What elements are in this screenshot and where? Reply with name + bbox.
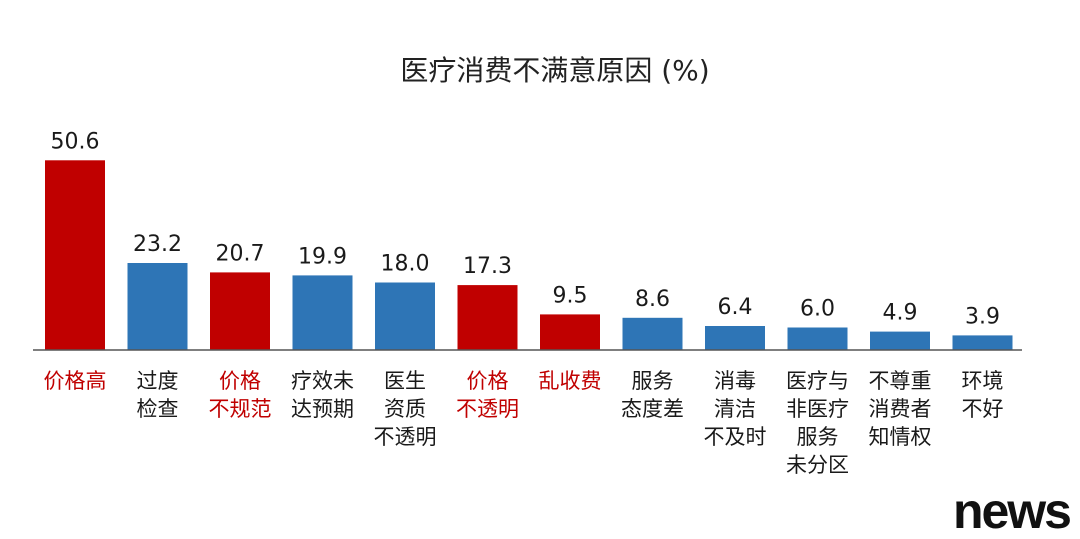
category-label-9-line-2: 服务 (797, 425, 839, 449)
bar-8 (705, 326, 765, 350)
bar-11 (952, 335, 1013, 350)
bar-9 (787, 327, 848, 350)
category-label-7-line-0: 服务 (632, 369, 674, 393)
category-label-8-line-2: 不及时 (704, 425, 767, 449)
category-label-10-line-2: 知情权 (869, 425, 932, 449)
value-label-10: 4.9 (883, 301, 918, 326)
bar-0 (45, 160, 105, 351)
value-label-8: 6.4 (718, 295, 753, 320)
category-label-9-line-3: 未分区 (786, 453, 849, 477)
value-label-9: 6.0 (800, 297, 835, 322)
chart-title: 医疗消费不满意原因 (%) (400, 54, 709, 87)
news-watermark: news (953, 483, 1070, 539)
category-label-4-line-2: 不透明 (374, 425, 437, 449)
bar-6 (540, 314, 600, 350)
value-labels-layer: 50.6 23.2 20.7 19.9 18.0 17.3 9.5 8.6 6.4 6.0 4.9 3… (51, 129, 1000, 329)
value-label-0: 50.6 (51, 129, 100, 154)
value-label-3: 19.9 (298, 244, 347, 269)
category-label-8-line-0: 消毒 (714, 369, 756, 393)
value-label-5: 17.3 (463, 254, 512, 279)
bar-1 (127, 263, 188, 350)
category-label-4-line-1: 资质 (384, 397, 426, 421)
bars-layer (45, 160, 1013, 351)
category-label-11-line-1: 不好 (962, 397, 1004, 421)
category-label-3-line-0: 疗效未 (291, 369, 354, 393)
category-label-2-line-1: 不规范 (209, 397, 272, 421)
category-label-3-line-1: 达预期 (291, 397, 354, 421)
category-label-6-line-0: 乱收费 (539, 369, 602, 393)
category-label-0-line-0: 价格高 (44, 369, 107, 393)
category-label-7-line-1: 态度差 (621, 397, 684, 421)
category-label-10-line-0: 不尊重 (869, 369, 932, 393)
bar-10 (870, 331, 930, 350)
category-label-8-line-1: 清洁 (714, 397, 756, 421)
value-label-2: 20.7 (216, 241, 265, 266)
category-label-9-line-0: 医疗与 (786, 369, 849, 393)
category-label-1-line-1: 检查 (137, 397, 179, 421)
bar-5 (457, 285, 518, 350)
category-label-5-line-0: 价格 (467, 369, 509, 393)
category-label-1-line-0: 过度 (137, 369, 179, 393)
value-label-11: 3.9 (965, 304, 1000, 329)
category-label-5-line-1: 不透明 (456, 397, 519, 421)
bar-3 (292, 275, 353, 350)
value-label-4: 18.0 (381, 252, 430, 277)
value-label-1: 23.2 (133, 232, 182, 257)
bar-4 (375, 282, 435, 350)
value-label-6: 9.5 (553, 283, 588, 308)
value-label-7: 8.6 (635, 287, 670, 312)
category-label-9-line-1: 非医疗 (786, 397, 849, 421)
category-label-2-line-0: 价格 (219, 369, 261, 393)
category-label-10-line-1: 消费者 (869, 397, 932, 421)
category-label-4-line-0: 医生 (384, 369, 426, 393)
bar-2 (210, 272, 270, 350)
category-label-11-line-0: 环境 (962, 369, 1004, 393)
bar-7 (622, 317, 683, 351)
